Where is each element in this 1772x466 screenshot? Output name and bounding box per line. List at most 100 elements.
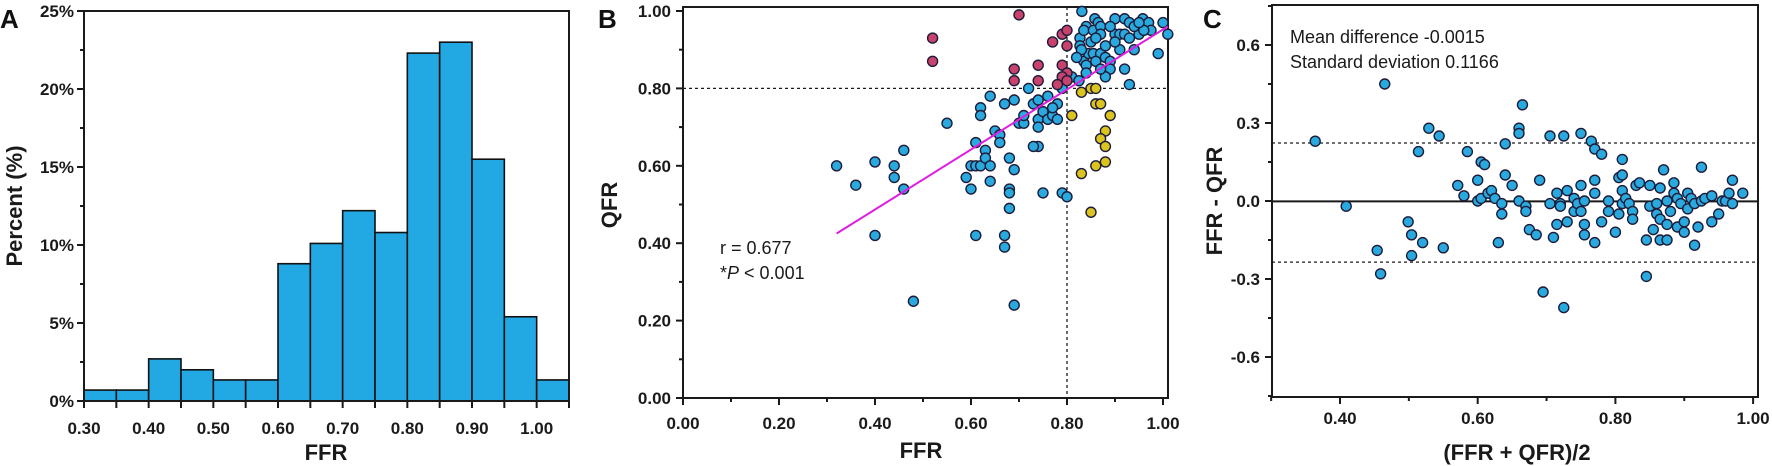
panel-label-b: B [598,4,617,34]
y-tick-label-a: 10% [40,236,74,255]
regression-line [836,25,1169,235]
data-point [1533,174,1546,186]
data-point [1589,236,1601,249]
x-tick-label-b: 0.60 [954,414,987,433]
y-tick-label-c: 0.3 [1236,114,1260,133]
data-point [1405,229,1418,241]
data-point [1575,205,1587,218]
data-point [1609,226,1622,238]
y-tick-label-a: 0% [49,392,74,411]
x-tick-label-a: 0.50 [197,419,230,438]
data-point [1647,223,1659,236]
data-point [1371,244,1383,257]
data-point [1737,187,1749,199]
data-point-concordant [1046,102,1059,114]
data-point-concordant [1109,36,1121,48]
y-tick-label-c: -0.6 [1231,348,1260,367]
data-point [1578,229,1591,241]
data-point-concordant [1152,47,1164,60]
y-tick-label-a: 5% [49,314,74,333]
axes-b: 0.00 0.20 0.40 0.60 0.80 1.00 0.00 0.20 0.40 0.60… [638,2,1180,433]
data-point [1499,169,1511,181]
data-point [1402,216,1414,228]
data-point-false-negative [1090,82,1102,95]
x-tick-label-a: 0.60 [261,419,294,438]
data-point [1520,205,1532,218]
y-axis-title-a: Percent (%) [2,145,27,266]
histogram-bar [277,262,312,402]
x-axis-title-a: FFR [305,440,348,465]
axes-a: 0% 5% 10% 15% 20% 25% 0.30 0.40 0.50 0.60 0.70 0.80… [40,2,570,438]
data-point-concordant [1003,152,1016,164]
scatter-points-b [830,5,1174,311]
data-point [1706,216,1718,228]
histogram-bar [212,379,247,402]
data-point-concordant [984,175,996,187]
data-point [1575,179,1587,192]
data-point-concordant [1070,51,1083,64]
data-point [1664,205,1677,218]
data-point [1496,197,1508,210]
data-point [1561,184,1573,197]
data-point [1726,174,1739,186]
data-point-false-positive [1008,63,1020,75]
data-point [1654,182,1666,194]
data-point [1405,249,1418,262]
data-point [1616,169,1628,181]
histogram-bar [535,379,570,402]
x-tick-label-a: 0.30 [67,419,100,438]
correlation-text: r = 0.677 [720,238,792,258]
data-point [1651,197,1663,210]
data-point-false-positive [1008,74,1020,87]
y-tick-label-a: 20% [40,80,74,99]
data-point-concordant [1090,32,1102,44]
data-point-concordant [888,171,900,184]
y-axis-title-c: FFR - QFR [1202,147,1227,256]
x-tick-label-b: 0.00 [666,414,699,433]
data-point [1706,190,1718,202]
data-point [1712,208,1725,220]
data-point-concordant [998,98,1011,110]
data-point-concordant [965,183,977,195]
data-point [1461,145,1474,158]
data-point [1309,135,1321,147]
y-tick-label-b: 0.00 [638,389,671,408]
data-point [1678,216,1690,228]
plot-frame-b [682,6,1169,399]
data-point [1661,195,1673,207]
x-tick-label-b: 0.20 [762,414,795,433]
data-point-false-negative [1099,156,1112,168]
data-point [1544,197,1556,210]
data-point [1602,205,1615,218]
x-tick-label-b: 0.40 [858,414,891,433]
data-point-concordant [1133,16,1145,29]
data-point [1496,208,1508,220]
data-point [1492,236,1505,249]
histogram-bar [115,389,150,402]
data-point-false-positive [1061,74,1073,87]
data-point-concordant [1104,20,1116,33]
data-point [1561,216,1573,228]
data-point-concordant [1118,63,1131,75]
x-axis-title-c: (FFR + QFR)/2 [1443,440,1590,465]
data-point [1551,187,1563,199]
data-point [1695,161,1708,173]
fit-line [836,25,1169,235]
data-point [1644,179,1656,192]
data-point [1589,174,1601,186]
panel-a: A 0% 5% 10% 15% 20% 25% 0.30 0.40 0.50 0.60 0.70 0.… [0,2,570,465]
data-point-concordant [1008,163,1020,176]
data-point-concordant [907,295,920,307]
data-point-concordant [1123,32,1136,44]
data-point-false-negative [1075,167,1088,180]
y-tick-label-c: 0.0 [1236,192,1260,211]
standard-deviation-text: Standard deviation 0.1166 [1290,52,1499,72]
data-point-concordant [1162,28,1174,40]
data-point-false-negative [1090,160,1102,172]
data-point [1458,190,1470,202]
data-point [1578,218,1591,231]
data-point-false-positive [1061,24,1073,37]
data-point-false-positive [926,32,939,44]
data-point-false-negative [1075,86,1088,98]
data-point-concordant [898,144,910,157]
